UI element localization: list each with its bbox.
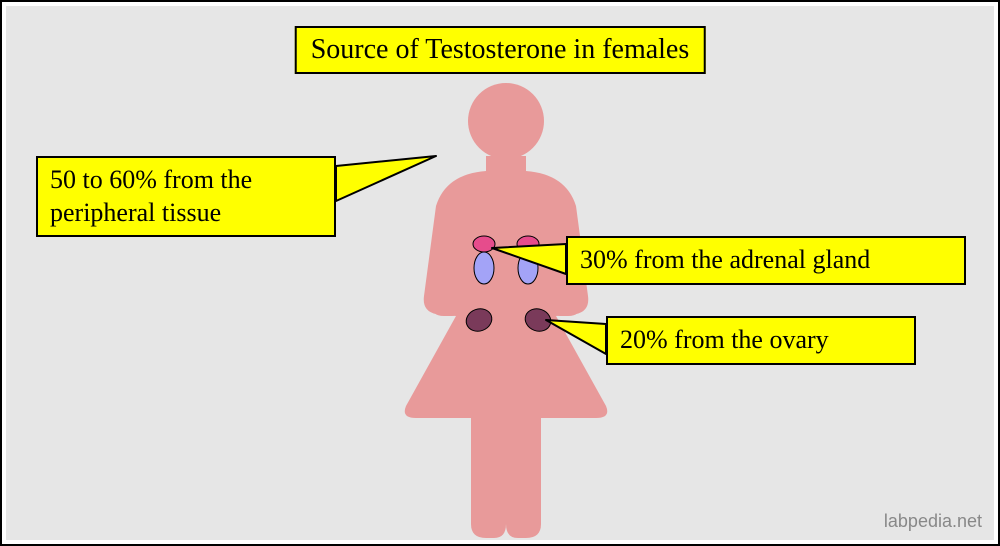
watermark-text: labpedia.net xyxy=(884,511,982,531)
kidney-right xyxy=(518,252,538,284)
label-peripheral-line2: peripheral tissue xyxy=(50,198,221,227)
body-silhouette xyxy=(405,83,608,538)
label-peripheral-line1: 50 to 60% from the xyxy=(50,165,252,194)
adrenal-left xyxy=(473,236,495,252)
label-adrenal-text: 30% from the adrenal gland xyxy=(580,245,870,274)
adrenal-right xyxy=(517,236,539,252)
kidney-left xyxy=(474,252,494,284)
female-figure xyxy=(336,66,676,546)
diagram-canvas: Source of Testosterone in females xyxy=(6,6,994,540)
label-ovary: 20% from the ovary xyxy=(606,316,916,365)
label-adrenal: 30% from the adrenal gland xyxy=(566,236,966,285)
label-ovary-text: 20% from the ovary xyxy=(620,325,829,354)
title-text: Source of Testosterone in females xyxy=(311,34,690,65)
label-peripheral: 50 to 60% from the peripheral tissue xyxy=(36,156,336,237)
watermark: labpedia.net xyxy=(884,511,982,532)
